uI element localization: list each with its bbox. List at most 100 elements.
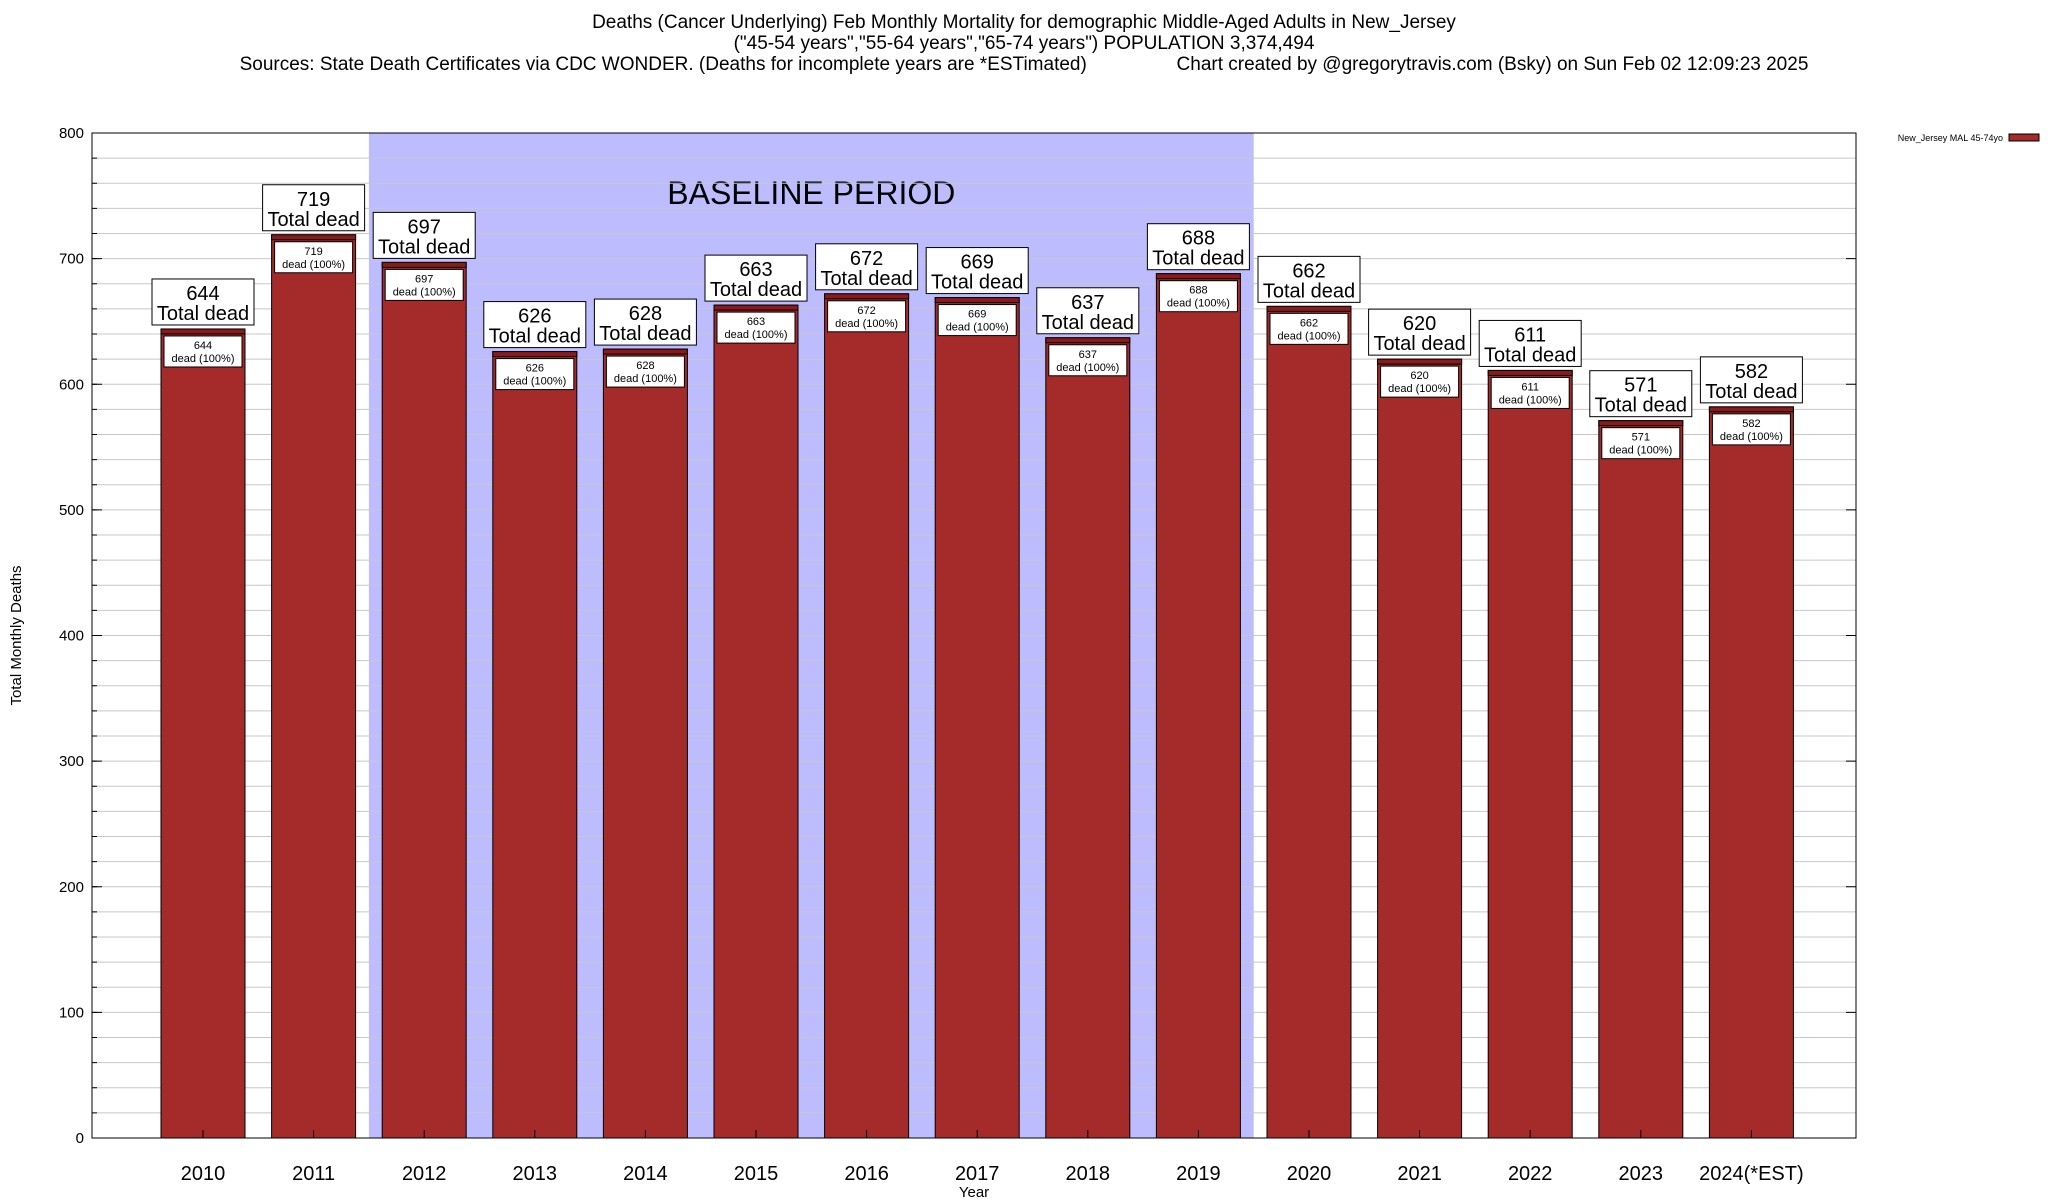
inner-value-label: 628	[636, 360, 654, 372]
inner-percent-label: dead (100%)	[172, 353, 235, 365]
inner-percent-label: dead (100%)	[503, 376, 566, 388]
bar	[1708, 406, 1794, 1139]
bar-cap	[713, 304, 799, 311]
y-tick-label: 800	[59, 125, 84, 142]
total-label-box	[1257, 255, 1361, 303]
chart-title: Deaths (Cancer Underlying) Feb Monthly M…	[592, 12, 1456, 33]
bar	[824, 293, 910, 1139]
x-tick-label: 2022	[1508, 1163, 1553, 1185]
total-value-label: 628	[629, 303, 662, 325]
total-dead-label: Total dead	[157, 303, 249, 325]
inner-value-label: 582	[1742, 418, 1760, 430]
bar-cap	[934, 297, 1020, 304]
total-dead-label: Total dead	[1263, 280, 1355, 302]
total-label-box	[1368, 308, 1472, 356]
total-label-box	[1699, 356, 1803, 404]
total-dead-label: Total dead	[1373, 333, 1465, 355]
x-tick-label: 2021	[1397, 1163, 1442, 1185]
x-tick-label: 2011	[292, 1163, 335, 1185]
total-dead-label: Total dead	[820, 268, 912, 290]
inner-value-label: 669	[968, 309, 986, 321]
total-label-box	[151, 278, 255, 326]
x-tick-label: 2013	[513, 1163, 558, 1185]
x-tick-label: 2016	[844, 1163, 889, 1185]
total-dead-label: Total dead	[1484, 344, 1576, 366]
total-dead-label: Total dead	[267, 209, 359, 231]
x-tick-label: 2017	[955, 1163, 1000, 1185]
bar-cap	[160, 328, 246, 335]
total-label-box	[1036, 287, 1140, 335]
chart-subtitle: ("45-54 years","55-64 years","65-74 year…	[733, 33, 1315, 54]
inner-label-box	[163, 335, 243, 368]
y-tick-label: 400	[59, 628, 84, 645]
inner-label-box	[1380, 365, 1460, 398]
bar	[1045, 337, 1131, 1139]
total-value-label: 663	[739, 259, 772, 281]
total-label-box	[593, 298, 697, 346]
inner-label-box	[1711, 413, 1791, 446]
inner-value-label: 637	[1079, 349, 1097, 361]
inner-value-label: 626	[526, 363, 544, 375]
total-dead-label: Total dead	[931, 272, 1023, 294]
y-tick-label: 600	[59, 376, 84, 393]
total-value-label: 620	[1403, 313, 1436, 335]
inner-label-box	[495, 358, 575, 391]
total-dead-label: Total dead	[489, 326, 581, 348]
inner-label-box	[605, 355, 685, 388]
total-label-box	[1589, 370, 1693, 418]
bar-cap	[381, 261, 467, 268]
bar-cap	[1266, 305, 1352, 312]
x-tick-label: 2024(*EST)	[1699, 1163, 1804, 1185]
chart-sources: Sources: State Death Certificates via CD…	[239, 54, 1809, 75]
bar	[1487, 369, 1573, 1139]
inner-label-box	[384, 268, 464, 301]
bar	[1598, 420, 1684, 1139]
total-dead-label: Total dead	[599, 323, 691, 345]
inner-percent-label: dead (100%)	[1720, 431, 1783, 443]
inner-percent-label: dead (100%)	[1499, 394, 1562, 406]
total-dead-label: Total dead	[1152, 248, 1244, 270]
total-label-box	[483, 301, 587, 349]
total-dead-label: Total dead	[1705, 381, 1797, 403]
y-tick-label: 500	[59, 502, 84, 519]
x-tick-label: 2020	[1287, 1163, 1332, 1185]
inner-value-label: 620	[1410, 370, 1428, 382]
inner-value-label: 662	[1300, 317, 1318, 329]
inner-value-label: 644	[194, 340, 212, 352]
y-axis-label: Total Monthly Deaths	[8, 565, 25, 705]
total-value-label: 611	[1514, 324, 1546, 346]
bar-cap	[492, 351, 578, 358]
inner-percent-label: dead (100%)	[614, 373, 677, 385]
inner-label-box	[827, 300, 907, 333]
inner-label-box	[1048, 344, 1128, 377]
legend-series-label: New_Jersey MAL 45-74yo	[1898, 133, 2003, 143]
x-tick-label: 2018	[1066, 1163, 1111, 1185]
legend-swatch	[2008, 133, 2040, 142]
bar	[1266, 305, 1352, 1139]
inner-percent-label: dead (100%)	[1388, 383, 1451, 395]
inner-percent-label: dead (100%)	[393, 286, 456, 298]
x-tick-label: 2023	[1619, 1163, 1664, 1185]
total-label-box	[1478, 319, 1582, 367]
y-tick-label: 100	[59, 1004, 84, 1021]
y-tick-label: 300	[59, 753, 84, 770]
total-label-box	[262, 184, 366, 232]
total-value-label: 644	[186, 283, 219, 305]
bar	[492, 351, 578, 1139]
inner-percent-label: dead (100%)	[1167, 298, 1230, 310]
x-tick-label: 2015	[734, 1163, 779, 1185]
total-value-label: 626	[518, 306, 551, 328]
bar-cap	[1155, 273, 1241, 280]
inner-value-label: 697	[415, 273, 433, 285]
total-value-label: 697	[408, 216, 441, 238]
inner-percent-label: dead (100%)	[1609, 445, 1672, 457]
total-value-label: 571	[1624, 375, 1657, 397]
total-dead-label: Total dead	[710, 279, 802, 301]
x-tick-label: 2012	[402, 1163, 447, 1185]
bar	[160, 328, 246, 1139]
total-value-label: 688	[1182, 228, 1215, 250]
total-label-box	[925, 247, 1029, 295]
inner-value-label: 719	[304, 246, 322, 258]
total-value-label: 669	[961, 252, 994, 274]
bar	[934, 297, 1020, 1139]
